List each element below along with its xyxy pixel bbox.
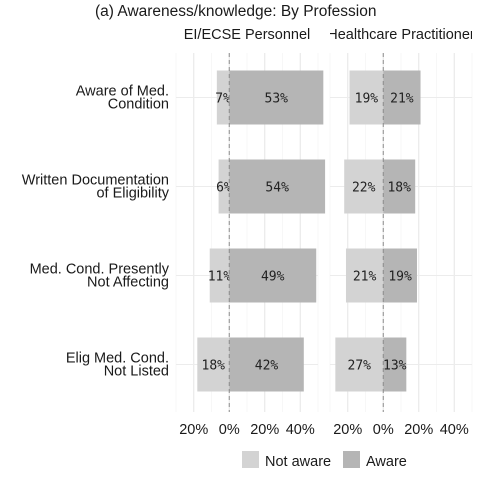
aware-value-label: 53% <box>265 92 289 107</box>
not-aware-value-label: 19% <box>355 92 379 107</box>
not-aware-value-label: 27% <box>348 359 372 374</box>
not-aware-value-label: 22% <box>352 181 376 196</box>
category-label: Aware of Med. Condition <box>76 84 169 113</box>
category-label: Elig Med. Cond. Not Listed <box>66 351 169 380</box>
aware-bar <box>229 248 317 303</box>
category-label-line: Not Listed <box>104 364 169 380</box>
not-aware-value-label: 21% <box>353 270 377 285</box>
not-aware-value-label: 7% <box>215 92 231 107</box>
aware-value-label: 13% <box>383 359 407 374</box>
category-labels: Aware of Med. Condition Written Documentat… <box>22 84 170 380</box>
category-label: Med. Cond. Presently Not Affecting <box>30 262 170 291</box>
aware-bar <box>383 159 416 214</box>
legend-swatch <box>242 451 259 468</box>
legend-swatch <box>343 451 360 468</box>
not-aware-value-label: 6% <box>216 181 232 196</box>
panel-1: EI/ECSE Personnel 7% 6% 11% 18% 53% 54% 49% 42% 2… <box>175 27 326 438</box>
not-aware-bar <box>335 337 384 392</box>
aware-bar <box>383 248 417 303</box>
aware-value-label: 42% <box>255 359 279 374</box>
panel-strip-title: EI/ECSE Personnel <box>184 27 311 43</box>
x-tick-label: 0% <box>219 422 240 438</box>
legend-label: Not aware <box>265 454 331 470</box>
x-tick-label: 20% <box>250 422 279 438</box>
not-aware-bar <box>218 159 230 214</box>
x-tick-label: 40% <box>440 422 469 438</box>
aware-value-label: 18% <box>387 181 411 196</box>
x-tick-label: 0% <box>373 422 394 438</box>
aware-bar <box>383 70 421 125</box>
category-label-line: Written Documentation <box>22 173 169 189</box>
not-aware-bar <box>209 248 230 303</box>
not-aware-bar <box>216 70 230 125</box>
not-aware-value-label: 18% <box>202 359 226 374</box>
x-tick-label: 40% <box>286 422 315 438</box>
not-aware-value-label: 11% <box>208 270 232 285</box>
legend-label: Aware <box>366 454 407 470</box>
aware-value-label: 21% <box>390 92 414 107</box>
aware-bar <box>229 159 326 214</box>
panel-2: Healthcare Practitioner 19% 22% 21% 27% 21% 18… <box>327 27 475 438</box>
category-label: Written Documentation of Eligibility <box>22 173 170 202</box>
panel-strip-title: Healthcare Practitioner <box>327 27 475 43</box>
x-tick-label: 20% <box>333 422 362 438</box>
not-aware-bar <box>349 70 384 125</box>
category-label-line: Elig Med. Cond. <box>66 351 169 367</box>
x-tick-label: 20% <box>179 422 208 438</box>
category-label-line: Med. Cond. Presently <box>30 262 170 278</box>
not-aware-bar <box>345 248 384 303</box>
aware-value-label: 19% <box>388 270 412 285</box>
legend: Not aware Aware <box>242 451 407 470</box>
panels-layer: EI/ECSE Personnel 7% 6% 11% 18% 53% 54% 49% 42% 2… <box>175 27 475 438</box>
category-label-line: of Eligibility <box>96 186 169 202</box>
aware-bar <box>229 337 304 392</box>
aware-value-label: 49% <box>261 270 285 285</box>
aware-bar <box>229 70 324 125</box>
category-label-line: Condition <box>108 97 169 113</box>
category-label-line: Aware of Med. <box>76 84 169 100</box>
x-tick-label: 20% <box>404 422 433 438</box>
not-aware-bar <box>197 337 230 392</box>
not-aware-bar <box>344 159 384 214</box>
aware-bar <box>383 337 407 392</box>
chart-title: (a) Awareness/knowledge: By Profession <box>95 3 376 20</box>
category-label-line: Not Affecting <box>87 275 169 291</box>
aware-value-label: 54% <box>265 181 289 196</box>
